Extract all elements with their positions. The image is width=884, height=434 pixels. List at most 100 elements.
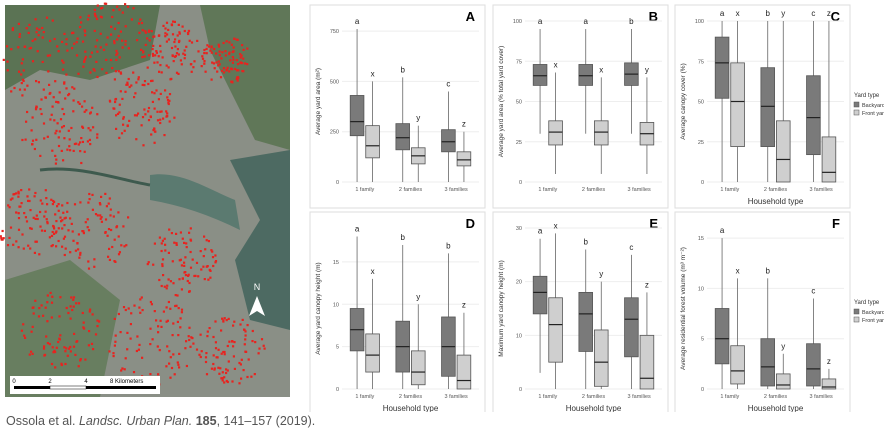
significance-letter: x <box>371 69 375 78</box>
significance-letter: a <box>584 17 589 26</box>
box <box>441 129 456 153</box>
legend-swatch <box>853 101 860 108</box>
legend-swatch <box>853 109 860 116</box>
legend-entry: Front yard <box>862 318 884 324</box>
scale-label: 2 <box>48 379 52 385</box>
box <box>760 338 775 387</box>
x-tick-label: 3 families <box>628 394 651 400</box>
x-axis-label: Household type <box>748 404 804 412</box>
significance-letter: z <box>827 9 831 18</box>
box <box>532 275 548 315</box>
significance-letter: y <box>416 114 420 123</box>
y-tick-label: 10 <box>516 333 522 339</box>
y-tick-label: 75 <box>516 59 522 65</box>
box <box>532 64 548 86</box>
legend-entry: Backyard <box>862 310 884 316</box>
legend-swatch <box>853 308 860 315</box>
x-tick-label: 2 families <box>764 187 787 193</box>
panel-label: E <box>649 216 658 231</box>
significance-letter: b <box>401 233 406 242</box>
significance-letter: x <box>736 9 740 18</box>
y-tick-label: 0 <box>701 180 704 186</box>
box <box>365 125 380 159</box>
significance-letter: y <box>599 270 603 279</box>
box <box>578 64 593 86</box>
y-tick-label: 750 <box>330 29 339 35</box>
significance-letter: c <box>446 79 450 88</box>
x-tick-label: 2 families <box>399 187 422 193</box>
box <box>714 36 730 99</box>
x-tick-label: 2 families <box>582 187 605 193</box>
x-tick-label: 3 families <box>445 187 468 193</box>
box <box>806 75 821 156</box>
box <box>730 62 745 147</box>
y-tick-label: 100 <box>695 19 704 25</box>
x-tick-label: 1 family <box>355 394 374 400</box>
x-tick-label: 2 families <box>764 394 787 400</box>
north-label: N <box>254 282 261 292</box>
box <box>639 334 655 390</box>
significance-letter: b <box>629 17 634 26</box>
box <box>776 120 791 183</box>
x-tick-label: 1 family <box>720 394 739 400</box>
scale-bar: 0 2 4 8 Kilometers <box>10 376 160 394</box>
box <box>760 67 775 147</box>
figure-canvas: 0 2 4 8 Kilometers N A Average yard area … <box>0 2 884 416</box>
y-tick-label: 50 <box>516 100 522 106</box>
significance-letter: a <box>538 17 543 26</box>
y-tick-label: 25 <box>698 140 704 146</box>
panel: D Average yard canopy height (m) Household… <box>309 211 486 416</box>
significance-letter: x <box>599 65 603 74</box>
y-tick-label: 100 <box>513 19 522 25</box>
box <box>349 95 365 137</box>
y-tick-label: 5 <box>701 337 704 343</box>
significance-letter: x <box>736 266 740 275</box>
y-tick-label: 10 <box>333 302 339 308</box>
y-tick-label: 20 <box>516 280 522 286</box>
significance-letter: z <box>462 120 466 129</box>
x-tick-label: 3 families <box>810 187 833 193</box>
box <box>821 136 837 183</box>
significance-letter: a <box>720 226 725 235</box>
significance-letter: b <box>584 237 589 246</box>
box <box>411 350 426 386</box>
y-tick-label: 50 <box>698 100 704 106</box>
significance-letter: y <box>781 9 785 18</box>
y-tick-label: 15 <box>333 260 339 266</box>
y-tick-label: 25 <box>516 140 522 146</box>
y-tick-label: 75 <box>698 59 704 65</box>
y-tick-label: 250 <box>330 130 339 136</box>
box <box>776 373 791 390</box>
y-tick-label: 0 <box>336 180 339 186</box>
y-tick-label: 500 <box>330 79 339 85</box>
box <box>365 333 380 373</box>
significance-letter: c <box>811 286 815 295</box>
scale-label: 0 <box>12 379 16 385</box>
pages: , 141–157 (2019). <box>216 414 316 428</box>
significance-letter: y <box>645 65 649 74</box>
y-tick-label: 0 <box>519 180 522 186</box>
journal: Landsc. Urban Plan. <box>78 414 193 428</box>
panel-label: F <box>832 216 840 231</box>
authors: Ossola et al. <box>6 414 76 428</box>
box <box>548 297 563 363</box>
x-tick-label: 2 families <box>582 394 605 400</box>
legend-swatch <box>853 316 860 323</box>
significance-letter: z <box>645 280 649 289</box>
significance-letter: y <box>781 342 785 351</box>
x-tick-label: 1 family <box>538 187 557 193</box>
significance-letter: x <box>554 221 558 230</box>
y-tick-label: 10 <box>698 286 704 292</box>
y-axis-label: Average yard area (% total yard cover) <box>498 46 505 158</box>
significance-letter: b <box>766 9 771 18</box>
x-tick-label: 1 family <box>720 187 739 193</box>
y-tick-label: 15 <box>698 236 704 242</box>
y-axis-label: Average canopy cover (%) <box>680 63 687 139</box>
x-tick-label: 1 family <box>355 187 374 193</box>
scale-label: 4 <box>84 379 88 385</box>
box <box>578 291 593 352</box>
y-axis-label: Maximum yard canopy height (m) <box>498 260 505 356</box>
x-tick-label: 3 families <box>628 187 651 193</box>
y-tick-label: 5 <box>336 345 339 351</box>
x-tick-label: 3 families <box>810 394 833 400</box>
